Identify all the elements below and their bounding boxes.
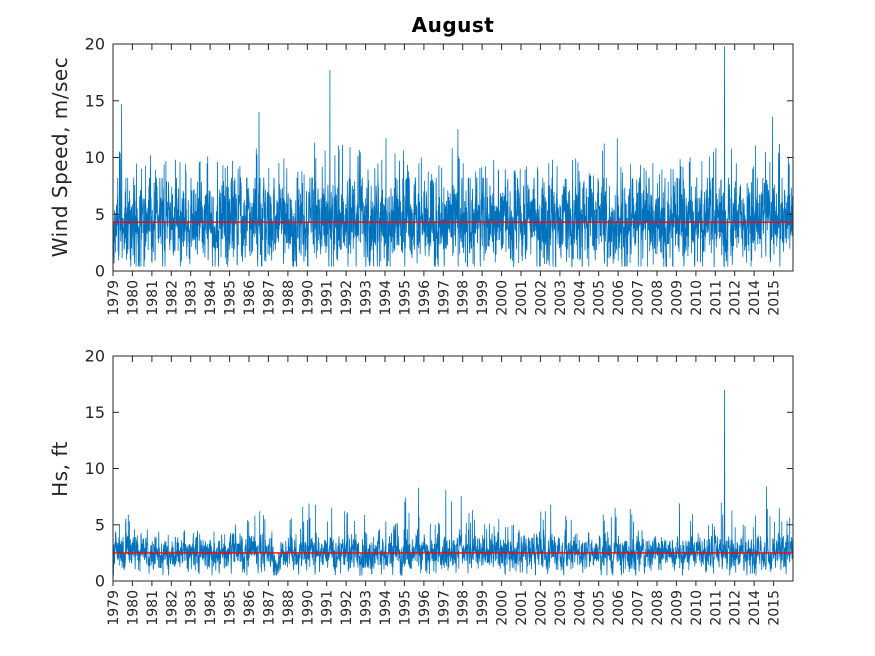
- x-tick-label: 2009: [669, 280, 685, 316]
- x-tick-label: 1990: [300, 280, 316, 316]
- y-axis-label-wind-speed: Wind Speed, m/sec: [48, 56, 72, 258]
- x-tick-label: 1992: [339, 590, 355, 626]
- x-tick-label: 1986: [242, 590, 258, 626]
- x-tick-label: 1980: [125, 590, 141, 626]
- x-tick-label: 2001: [514, 280, 530, 316]
- x-tick-label: 1986: [242, 280, 258, 316]
- x-tick-label: 2002: [533, 590, 549, 626]
- x-tick-label: 1979: [106, 590, 122, 626]
- y-tick-label: 10: [85, 148, 105, 167]
- y-tick-label: 15: [85, 91, 105, 110]
- x-tick-label: 2015: [767, 590, 783, 626]
- x-tick-label: 1991: [320, 280, 336, 316]
- x-tick-label: 2005: [592, 590, 608, 626]
- subplot-hs: 1979 1980 1981 1982 1983 1984 1985 1986 1987 1988…: [85, 347, 794, 626]
- wind-speed-y-axis: 0 5 10 15 20: [85, 35, 793, 281]
- x-tick-label: 2009: [669, 590, 685, 626]
- x-tick-label: 2007: [631, 590, 647, 626]
- x-tick-label: 1996: [417, 590, 433, 626]
- x-tick-label: 2014: [747, 280, 763, 316]
- wind-speed-series: [112, 46, 794, 267]
- x-tick-label: 1990: [300, 590, 316, 626]
- hs-series: [112, 389, 794, 576]
- x-tick-label: 2008: [650, 280, 666, 316]
- y-tick-label: 20: [85, 347, 105, 366]
- x-tick-label: 1987: [261, 280, 277, 316]
- x-tick-label: 1998: [456, 590, 472, 626]
- x-tick-label: 1993: [359, 280, 375, 316]
- y-tick-label: 5: [95, 515, 105, 534]
- x-tick-label: 2011: [708, 590, 724, 626]
- x-tick-label: 2006: [611, 280, 627, 316]
- x-tick-label: 1987: [261, 590, 277, 626]
- x-tick-label: 2004: [572, 590, 588, 626]
- x-tick-label: 2001: [514, 590, 530, 626]
- x-tick-label: 1984: [203, 280, 219, 316]
- x-tick-label: 1981: [145, 590, 161, 626]
- y-tick-label: 10: [85, 459, 105, 478]
- x-tick-label: 1981: [145, 280, 161, 316]
- x-tick-label: 1993: [359, 590, 375, 626]
- x-tick-label: 1983: [184, 590, 200, 626]
- x-tick-label: 2006: [611, 590, 627, 626]
- x-tick-label: 1985: [223, 590, 239, 626]
- x-tick-label: 2007: [631, 280, 647, 316]
- x-tick-label: 1998: [456, 280, 472, 316]
- subplot-wind-speed: 1979 1980 1981 1982 1983 1984 1985 1986 1987 1988…: [85, 35, 794, 316]
- x-tick-label: 1997: [436, 280, 452, 316]
- x-tick-label: 1982: [164, 280, 180, 316]
- x-tick-label: 2000: [495, 280, 511, 316]
- x-tick-label: 1999: [475, 280, 491, 316]
- x-tick-label: 1985: [223, 280, 239, 316]
- x-tick-label: 1999: [475, 590, 491, 626]
- x-tick-label: 1988: [281, 590, 297, 626]
- x-tick-label: 1995: [397, 280, 413, 316]
- x-tick-label: 1980: [125, 280, 141, 316]
- y-tick-label: 0: [95, 262, 105, 281]
- x-tick-label: 2004: [572, 280, 588, 316]
- x-tick-label: 1996: [417, 280, 433, 316]
- x-tick-label: 1988: [281, 280, 297, 316]
- x-tick-label: 2012: [728, 590, 744, 626]
- x-tick-label: 2010: [689, 280, 705, 316]
- x-tick-label: 2002: [533, 280, 549, 316]
- y-tick-label: 0: [95, 572, 105, 591]
- y-tick-label: 5: [95, 205, 105, 224]
- hs-y-axis: 0 5 10 15 20: [85, 347, 793, 591]
- x-tick-label: 1991: [320, 590, 336, 626]
- chart-title: August: [411, 13, 495, 37]
- x-tick-label: 2012: [728, 280, 744, 316]
- x-tick-label: 1983: [184, 280, 200, 316]
- x-tick-label: 2015: [767, 280, 783, 316]
- x-tick-label: 1992: [339, 280, 355, 316]
- y-tick-label: 15: [85, 403, 105, 422]
- x-tick-label: 2005: [592, 280, 608, 316]
- x-tick-label: 2003: [553, 590, 569, 626]
- x-tick-label: 2011: [708, 280, 724, 316]
- x-tick-label: 1982: [164, 590, 180, 626]
- wind-speed-x-axis: 1979 1980 1981 1982 1983 1984 1985 1986 1987 1988…: [106, 44, 783, 316]
- x-tick-label: 1994: [378, 590, 394, 626]
- hs-x-axis: 1979 1980 1981 1982 1983 1984 1985 1986 1987 1988…: [106, 356, 783, 626]
- x-tick-label: 2003: [553, 280, 569, 316]
- x-tick-label: 1997: [436, 590, 452, 626]
- x-tick-label: 2010: [689, 590, 705, 626]
- x-tick-label: 1994: [378, 280, 394, 316]
- x-tick-label: 1995: [397, 590, 413, 626]
- x-tick-label: 1984: [203, 590, 219, 626]
- x-tick-label: 1979: [106, 280, 122, 316]
- x-tick-label: 2000: [495, 590, 511, 626]
- x-tick-label: 2014: [747, 590, 763, 626]
- y-tick-label: 20: [85, 35, 105, 54]
- y-axis-label-hs: Hs, ft: [48, 441, 72, 497]
- x-tick-label: 2008: [650, 590, 666, 626]
